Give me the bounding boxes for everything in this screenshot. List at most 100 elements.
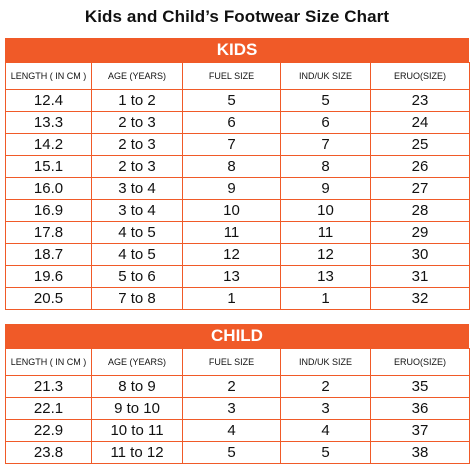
table-row: 17.8 4 to 5 11 11 29 (5, 221, 470, 244)
fuel-size-cell: 8 (182, 155, 281, 178)
length-cell: 22.1 (5, 397, 92, 420)
length-cell: 15.1 (5, 155, 92, 178)
age-cell: 1 to 2 (91, 89, 183, 112)
child-size-table: LENGTH ( IN CM ) AGE (YEARS) FUEL SIZE I… (5, 348, 470, 464)
child-header-row: LENGTH ( IN CM ) AGE (YEARS) FUEL SIZE I… (5, 348, 470, 376)
euro-size-cell: 25 (370, 133, 470, 156)
fuel-size-cell: 5 (182, 441, 281, 464)
ind-uk-size-cell: 9 (280, 177, 371, 200)
age-cell: 5 to 6 (91, 265, 183, 288)
age-cell: 9 to 10 (91, 397, 183, 420)
column-header-euro-size: ERUO(SIZE) (370, 62, 470, 90)
euro-size-cell: 31 (370, 265, 470, 288)
age-cell: 7 to 8 (91, 287, 183, 310)
fuel-size-cell: 10 (182, 199, 281, 222)
euro-size-cell: 35 (370, 375, 470, 398)
table-row: 18.7 4 to 5 12 12 30 (5, 243, 470, 266)
column-header-length: LENGTH ( IN CM ) (5, 348, 92, 376)
table-row: 20.5 7 to 8 1 1 32 (5, 287, 470, 310)
length-cell: 17.8 (5, 221, 92, 244)
fuel-size-cell: 3 (182, 397, 281, 420)
age-cell: 11 to 12 (91, 441, 183, 464)
ind-uk-size-cell: 10 (280, 199, 371, 222)
euro-size-cell: 28 (370, 199, 470, 222)
euro-size-cell: 38 (370, 441, 470, 464)
table-row: 13.3 2 to 3 6 6 24 (5, 111, 470, 134)
age-cell: 3 to 4 (91, 199, 183, 222)
age-cell: 2 to 3 (91, 111, 183, 134)
ind-uk-size-cell: 13 (280, 265, 371, 288)
ind-uk-size-cell: 11 (280, 221, 371, 244)
euro-size-cell: 24 (370, 111, 470, 134)
fuel-size-cell: 7 (182, 133, 281, 156)
column-header-euro-size: ERUO(SIZE) (370, 348, 470, 376)
age-cell: 4 to 5 (91, 221, 183, 244)
length-cell: 13.3 (5, 111, 92, 134)
euro-size-cell: 26 (370, 155, 470, 178)
ind-uk-size-cell: 6 (280, 111, 371, 134)
table-row: 22.9 10 to 11 4 4 37 (5, 419, 470, 442)
fuel-size-cell: 13 (182, 265, 281, 288)
column-header-age: AGE (YEARS) (91, 348, 183, 376)
column-header-ind-uk-size: IND/UK SIZE (280, 62, 371, 90)
fuel-size-cell: 2 (182, 375, 281, 398)
table-row: 21.3 8 to 9 2 2 35 (5, 375, 470, 398)
euro-size-cell: 29 (370, 221, 470, 244)
length-cell: 12.4 (5, 89, 92, 112)
table-row: 16.0 3 to 4 9 9 27 (5, 177, 470, 200)
ind-uk-size-cell: 2 (280, 375, 371, 398)
column-header-age: AGE (YEARS) (91, 62, 183, 90)
ind-uk-size-cell: 1 (280, 287, 371, 310)
length-cell: 16.9 (5, 199, 92, 222)
length-cell: 20.5 (5, 287, 92, 310)
age-cell: 8 to 9 (91, 375, 183, 398)
age-cell: 3 to 4 (91, 177, 183, 200)
kids-section-header: KIDS (5, 38, 469, 62)
table-row: 12.4 1 to 2 5 5 23 (5, 89, 470, 112)
page-title: Kids and Child’s Footwear Size Chart (84, 7, 390, 26)
column-header-ind-uk-size: IND/UK SIZE (280, 348, 371, 376)
euro-size-cell: 37 (370, 419, 470, 442)
table-row: 16.9 3 to 4 10 10 28 (5, 199, 470, 222)
euro-size-cell: 27 (370, 177, 470, 200)
kids-size-table: LENGTH ( IN CM ) AGE (YEARS) FUEL SIZE I… (5, 62, 470, 310)
kids-header-row: LENGTH ( IN CM ) AGE (YEARS) FUEL SIZE I… (5, 62, 470, 90)
fuel-size-cell: 12 (182, 243, 281, 266)
ind-uk-size-cell: 12 (280, 243, 371, 266)
fuel-size-cell: 6 (182, 111, 281, 134)
length-cell: 21.3 (5, 375, 92, 398)
length-cell: 18.7 (5, 243, 92, 266)
column-header-fuel-size: FUEL SIZE (182, 348, 281, 376)
fuel-size-cell: 11 (182, 221, 281, 244)
ind-uk-size-cell: 3 (280, 397, 371, 420)
ind-uk-size-cell: 5 (280, 441, 371, 464)
column-header-fuel-size: FUEL SIZE (182, 62, 281, 90)
fuel-size-cell: 9 (182, 177, 281, 200)
ind-uk-size-cell: 4 (280, 419, 371, 442)
ind-uk-size-cell: 8 (280, 155, 371, 178)
table-row: 15.1 2 to 3 8 8 26 (5, 155, 470, 178)
length-cell: 23.8 (5, 441, 92, 464)
age-cell: 4 to 5 (91, 243, 183, 266)
child-section-header: CHILD (5, 324, 469, 348)
table-row: 22.1 9 to 10 3 3 36 (5, 397, 470, 420)
age-cell: 2 to 3 (91, 133, 183, 156)
fuel-size-cell: 4 (182, 419, 281, 442)
euro-size-cell: 30 (370, 243, 470, 266)
column-header-length: LENGTH ( IN CM ) (5, 62, 92, 90)
age-cell: 10 to 11 (91, 419, 183, 442)
fuel-size-cell: 1 (182, 287, 281, 310)
fuel-size-cell: 5 (182, 89, 281, 112)
age-cell: 2 to 3 (91, 155, 183, 178)
euro-size-cell: 32 (370, 287, 470, 310)
length-cell: 19.6 (5, 265, 92, 288)
table-row: 14.2 2 to 3 7 7 25 (5, 133, 470, 156)
euro-size-cell: 23 (370, 89, 470, 112)
length-cell: 16.0 (5, 177, 92, 200)
euro-size-cell: 36 (370, 397, 470, 420)
table-row: 19.6 5 to 6 13 13 31 (5, 265, 470, 288)
ind-uk-size-cell: 7 (280, 133, 371, 156)
ind-uk-size-cell: 5 (280, 89, 371, 112)
length-cell: 14.2 (5, 133, 92, 156)
length-cell: 22.9 (5, 419, 92, 442)
